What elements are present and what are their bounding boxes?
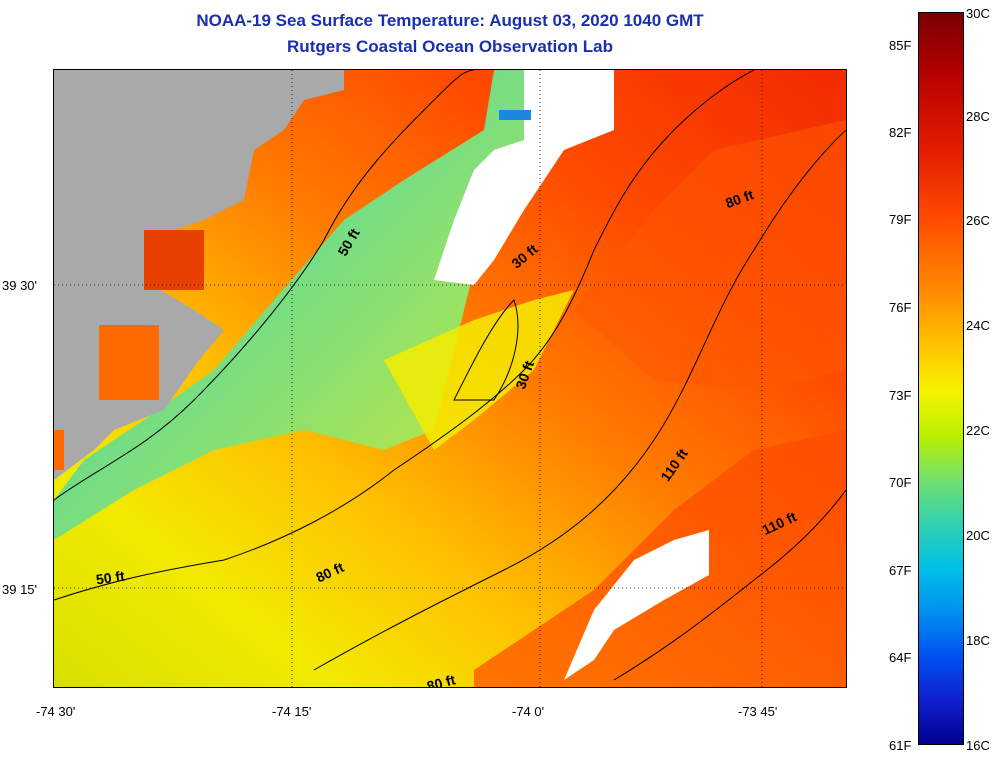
warm-water-north: [574, 120, 846, 390]
y-axis-label: 39 30': [2, 278, 38, 293]
cool-water-region: [54, 70, 524, 540]
map-title: NOAA-19 Sea Surface Temperature: August …: [196, 11, 704, 30]
sst-map: 50 ft 30 ft 80 ft 30 ft 110 ft 110 ft 50…: [54, 70, 846, 687]
colorbar-fahrenheit-label: 61F: [889, 738, 912, 753]
cloud-mask-north: [434, 70, 614, 285]
land-north: [54, 70, 344, 230]
colorbar-fahrenheit-label: 64F: [889, 650, 912, 665]
map-subtitle: Rutgers Coastal Ocean Observation Lab: [287, 37, 613, 56]
colorbar-fahrenheit-label: 70F: [889, 475, 912, 490]
colorbar-celsius-label: 22C: [966, 423, 990, 438]
colorbar-celsius-label: 24C: [966, 318, 990, 333]
warm-tongue: [384, 290, 574, 450]
cloud-mask-south: [564, 530, 709, 680]
depth-contours: [54, 70, 846, 681]
x-axis-label: -73 45': [738, 704, 778, 719]
temperature-colorbar: [918, 12, 964, 745]
contour-label: 50 ft: [95, 568, 126, 588]
colorbar-celsius-label: 28C: [966, 109, 990, 124]
x-axis-label: -74 30': [36, 704, 76, 719]
cold-pixel-patch: [499, 110, 531, 120]
colorbar-fahrenheit-label: 85F: [889, 38, 912, 53]
colorbar-celsius-label: 26C: [966, 213, 990, 228]
colorbar-celsius-label: 30C: [966, 6, 990, 21]
x-axis-label: -74 0': [512, 704, 545, 719]
colorbar-celsius-label: 20C: [966, 528, 990, 543]
colorbar-celsius-label: 18C: [966, 633, 990, 648]
colorbar-fahrenheit-label: 79F: [889, 212, 912, 227]
inlet-warm-water-2: [54, 430, 64, 470]
y-axis-label: 39 15': [2, 582, 38, 597]
x-axis-label: -74 15': [272, 704, 312, 719]
colorbar-fahrenheit-label: 67F: [889, 563, 912, 578]
bay-warm-water: [144, 230, 204, 290]
colorbar-fahrenheit-label: 76F: [889, 300, 912, 315]
inlet-warm-water: [99, 325, 159, 400]
colorbar-fahrenheit-label: 73F: [889, 388, 912, 403]
colorbar-celsius-label: 16C: [966, 738, 990, 753]
graticule: [54, 70, 846, 687]
colorbar-fahrenheit-label: 82F: [889, 125, 912, 140]
